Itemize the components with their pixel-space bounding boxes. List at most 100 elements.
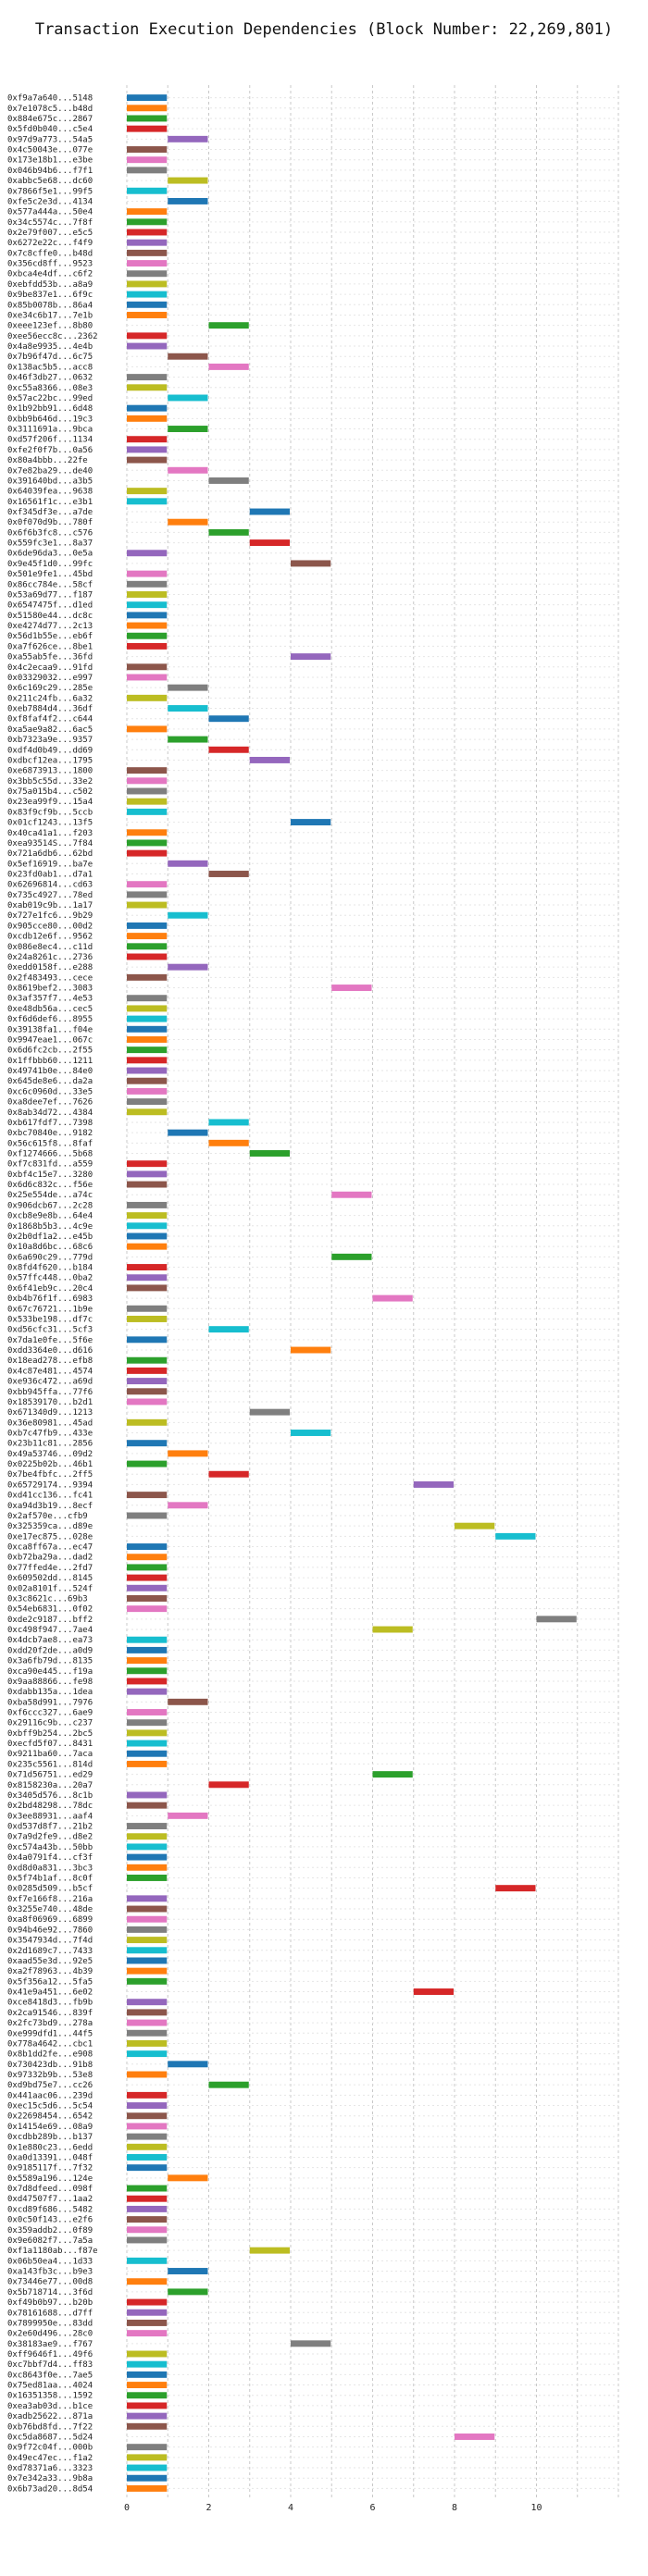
transaction-label: 0x7e1078c5...b48d xyxy=(7,105,93,114)
transaction-label: 0xe4274d77...2c13 xyxy=(7,622,93,631)
transaction-bar xyxy=(208,363,249,370)
transaction-bar xyxy=(208,746,249,753)
transaction-label: 0xd47507f7...1aa2 xyxy=(7,2195,93,2204)
transaction-label: 0x38183ae9...f767 xyxy=(7,2340,93,2349)
transaction-label: 0xcdb12e6f...9562 xyxy=(7,933,93,942)
transaction-bar xyxy=(127,1243,168,1250)
transaction-label: 0x64039fea...9638 xyxy=(7,488,93,497)
transaction-bar xyxy=(127,374,168,381)
transaction-bar xyxy=(127,146,168,153)
transaction-bar xyxy=(127,591,168,598)
transaction-bar xyxy=(127,1170,168,1178)
transaction-label: 0xa7f626ce...8be1 xyxy=(7,642,93,651)
transaction-bar xyxy=(331,985,372,991)
transaction-label: 0x56c615f8...8faf xyxy=(7,1139,93,1148)
transaction-bar xyxy=(127,1947,168,1954)
transaction-label: 0x83f9cf9b...5ccb xyxy=(7,808,93,817)
transaction-bar xyxy=(127,2371,168,2378)
transaction-label: 0x67c76721...1b9e xyxy=(7,1305,93,1314)
transaction-label: 0x16351358...1592 xyxy=(7,2392,93,2401)
transaction-label: 0x97332b9b...53e8 xyxy=(7,2071,93,2080)
transaction-bar xyxy=(127,550,168,557)
transaction-label: 0x7866f5e1...99f5 xyxy=(7,187,93,196)
transaction-bar xyxy=(168,911,208,919)
transaction-bar xyxy=(127,2309,168,2316)
transaction-bar xyxy=(127,2205,168,2212)
transaction-label: 0x7e82ba29...de40 xyxy=(7,466,93,476)
transaction-bar xyxy=(127,2154,168,2161)
transaction-label: 0x609502dd...8145 xyxy=(7,1574,93,1583)
x-tick-label: 2 xyxy=(206,2503,211,2513)
transaction-label: 0x735c4927...78ed xyxy=(7,891,93,900)
transaction-label: 0xca8ff67a...ec47 xyxy=(7,1543,93,1553)
transaction-label: 0xea93514S...7f84 xyxy=(7,839,93,848)
transaction-label: 0xe999dfd1...44f5 xyxy=(7,2029,93,2038)
transaction-label: 0x8b1dd2fe...e908 xyxy=(7,2050,93,2060)
transaction-label: 0xe936c472...a69d xyxy=(7,1378,93,1387)
transaction-label: 0x7b96f47d...6c75 xyxy=(7,353,93,362)
transaction-bar xyxy=(127,642,168,650)
transaction-bar xyxy=(127,1853,168,1861)
transaction-bar xyxy=(127,1201,168,1208)
transaction-label: 0xd78371a6...3323 xyxy=(7,2464,93,2473)
transaction-label: 0x24a8261c...2736 xyxy=(7,953,93,962)
transaction-label: 0xbc70840e...9182 xyxy=(7,1129,93,1138)
transaction-label: 0x7a9d2fe9...d8e2 xyxy=(7,1833,93,1842)
transaction-label: 0xc5da8687...5d24 xyxy=(7,2433,93,2442)
transaction-label: 0xd8d0a831...3bc3 xyxy=(7,1864,93,1873)
transaction-bar xyxy=(127,1492,168,1499)
transaction-label: 0xc574a43b...50bb xyxy=(7,1843,93,1852)
transaction-bar xyxy=(127,849,168,857)
transaction-label: 0x4dcb7ae8...ea73 xyxy=(7,1636,93,1645)
transaction-bar xyxy=(127,663,168,671)
transaction-bar xyxy=(168,860,208,867)
transaction-label: 0xc6c0960d...33e5 xyxy=(7,1087,93,1096)
transaction-bar xyxy=(127,777,168,785)
transaction-bar xyxy=(127,1957,168,1964)
transaction-bar xyxy=(127,456,168,464)
x-tick-label: 10 xyxy=(530,2503,542,2513)
transaction-bar xyxy=(127,1823,168,1830)
transaction-label: 0xce8418d3...fb9b xyxy=(7,1999,93,2008)
transaction-label: 0x51580e44...dc8c xyxy=(7,612,93,621)
transaction-label: 0x727e1fc6...9b29 xyxy=(7,911,93,921)
transaction-label: 0xbb945ffa...77f6 xyxy=(7,1388,93,1397)
transaction-label: 0x7e342a33...9b8a xyxy=(7,2474,93,2483)
transaction-bar xyxy=(127,1740,168,1747)
transaction-label: 0xa2f78963...4b39 xyxy=(7,1967,93,1976)
transaction-label: 0xdd3364e0...d616 xyxy=(7,1346,93,1356)
x-tick-label: 8 xyxy=(452,2503,457,2513)
transaction-label: 0x34c5574c...7f8f xyxy=(7,218,93,228)
transaction-bar xyxy=(208,322,249,329)
transaction-label: 0xb617fdf7...7398 xyxy=(7,1119,93,1128)
transaction-bar xyxy=(127,1398,168,1406)
transaction-bar xyxy=(127,156,168,164)
transaction-bar xyxy=(168,518,208,526)
transaction-label: 0x2b0df1a2...e45b xyxy=(7,1232,93,1242)
transaction-label: 0x2f483493...cece xyxy=(7,973,93,983)
transaction-bar xyxy=(413,1988,454,1995)
transaction-label: 0xf9a7a640...5148 xyxy=(7,94,93,104)
transaction-label: 0xd57f206f...1134 xyxy=(7,436,93,445)
transaction-bar xyxy=(127,1875,168,1881)
transaction-bar xyxy=(127,829,168,836)
x-tick-label: 0 xyxy=(124,2503,130,2513)
chart-title: Transaction Execution Dependencies (Bloc… xyxy=(34,20,614,39)
transaction-bar xyxy=(127,674,168,681)
transaction-bar xyxy=(127,332,168,340)
transaction-label: 0x5b718714...3f6d xyxy=(7,2288,93,2297)
transaction-bar xyxy=(127,1543,168,1551)
transaction-label: 0x884e675c...2867 xyxy=(7,115,93,124)
transaction-label: 0x2e79f007...e5c5 xyxy=(7,229,93,238)
transaction-label: 0x22698454...6542 xyxy=(7,2112,93,2122)
transaction-bar xyxy=(372,1771,413,1778)
transaction-label: 0x23fd0ab1...d7a1 xyxy=(7,870,93,879)
transaction-label: 0x5f356a12...5fa5 xyxy=(7,1977,93,1987)
transaction-label: 0x5fd0b040...c5e4 xyxy=(7,125,93,134)
transaction-bar xyxy=(168,394,208,402)
transaction-label: 0x3c8621c...69b3 xyxy=(7,1594,88,1604)
transaction-bar xyxy=(127,1709,168,1715)
transaction-label: 0x778a4642...cbc1 xyxy=(7,2039,93,2049)
transaction-label: 0x4c50043e...077e xyxy=(7,146,93,155)
transaction-bar xyxy=(291,560,331,567)
